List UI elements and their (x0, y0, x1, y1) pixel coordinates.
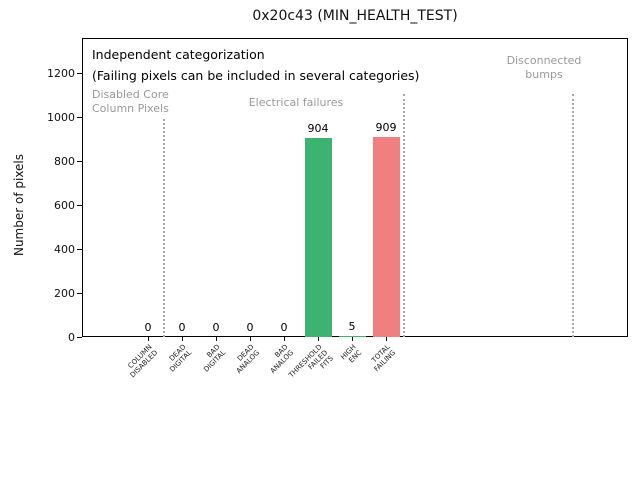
y-tick-mark (77, 116, 82, 118)
bar-value-label: 0 (144, 321, 152, 334)
bar-value-label: 0 (178, 321, 186, 334)
x-tick-mark (147, 337, 149, 341)
annotation-line1: Independent categorization (92, 47, 265, 62)
y-tick-mark (77, 72, 82, 74)
y-tick-label: 400 (54, 242, 75, 256)
bar-value-label: 5 (348, 319, 356, 333)
bar-total (372, 137, 400, 338)
chart-title: 0x20c43 (MIN_HEALTH_TEST) (252, 8, 458, 24)
bar-threshold (304, 138, 332, 338)
y-axis-label: Number of pixels (12, 153, 26, 257)
group-label-disconnected-bumps: Disconnected bumps (506, 54, 582, 81)
x-tick-mark (249, 337, 251, 341)
y-tick-label: 200 (54, 286, 75, 300)
bar-value-label: 904 (307, 122, 329, 136)
y-tick-label: 1000 (47, 110, 75, 124)
y-tick-label: 1200 (47, 66, 75, 80)
separator-line-electrical (403, 94, 405, 337)
x-tick-mark (351, 337, 353, 341)
separator-line-disabled-core (163, 119, 165, 337)
y-tick-mark (77, 336, 82, 338)
y-tick-mark (77, 292, 82, 294)
group-label-disabled-core: Disabled Core Column Pixels (92, 88, 169, 115)
plot-area (82, 38, 628, 337)
x-tick-mark (215, 337, 217, 341)
x-tick-mark (385, 337, 387, 341)
x-tick-mark (317, 337, 319, 341)
y-tick-label: 800 (54, 154, 75, 168)
y-tick-label: 600 (54, 198, 75, 212)
y-tick-mark (77, 248, 82, 250)
group-label-electrical-failures: Electrical failures (248, 96, 344, 109)
separator-line-disconnected (572, 94, 574, 337)
y-tick-mark (77, 160, 82, 162)
y-tick-label: 0 (68, 330, 75, 344)
x-tick-mark (181, 337, 183, 341)
bar-high (338, 335, 366, 337)
bar-value-label: 0 (280, 321, 288, 334)
annotation-line2: (Failing pixels can be included in sever… (92, 68, 420, 83)
bar-value-label: 0 (212, 321, 220, 334)
x-tick-mark (283, 337, 285, 341)
y-tick-mark (77, 204, 82, 206)
bar-value-label: 0 (246, 321, 254, 334)
bar-value-label: 909 (375, 121, 397, 135)
